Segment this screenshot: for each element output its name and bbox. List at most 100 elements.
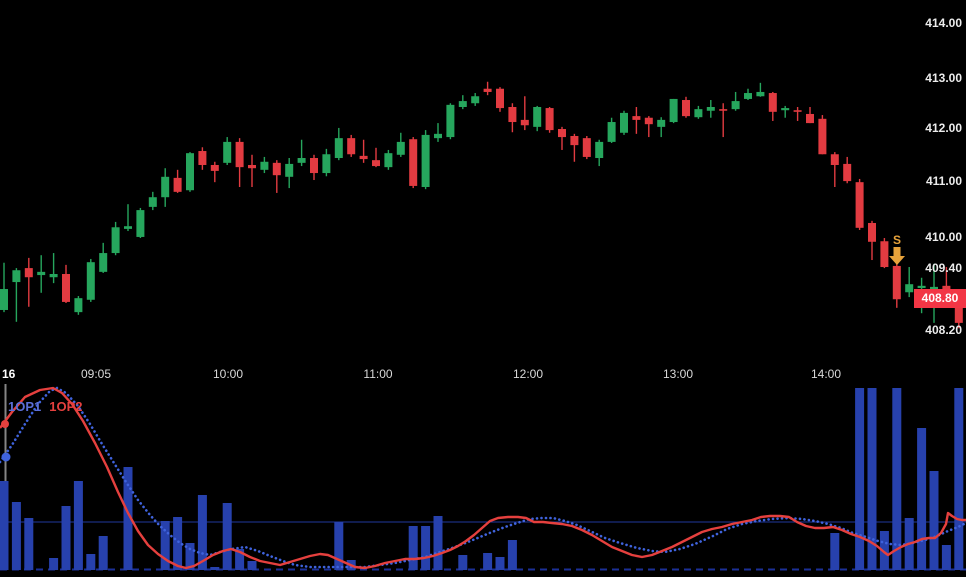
time-axis-label: 11:00 <box>363 367 393 381</box>
candle-body <box>855 182 864 228</box>
candle-body <box>421 134 430 188</box>
indicator-label-1op1[interactable]: 1OP1 <box>8 399 42 414</box>
candle-body <box>471 96 480 104</box>
candle-body <box>86 262 95 300</box>
candle-body <box>198 151 207 165</box>
candle-body <box>892 265 901 300</box>
histogram-bar <box>185 543 195 570</box>
candle-body <box>880 241 889 268</box>
histogram-bar <box>11 502 21 570</box>
candle-body <box>533 106 542 127</box>
indicator-lines <box>0 386 966 570</box>
histogram-bar <box>334 522 344 570</box>
candle-body <box>793 110 802 112</box>
price-axis-label: 411.00 <box>925 174 962 188</box>
histogram-bar <box>433 516 443 570</box>
candle-body <box>868 222 876 242</box>
candle-body <box>186 153 194 191</box>
price-axis-label: 410.00 <box>925 230 962 244</box>
candle-body <box>830 154 839 165</box>
candle-body <box>409 139 418 186</box>
candle-body <box>905 284 914 293</box>
candle-body <box>768 93 777 112</box>
candle-body <box>682 100 690 117</box>
histogram-bar <box>49 558 59 570</box>
candle-body <box>24 268 33 278</box>
candle-body <box>136 210 145 237</box>
candle-body <box>483 88 492 92</box>
histogram-bar <box>879 531 889 570</box>
time-axis[interactable]: 16 09:05 10:00 11:00 12:00 13:00 14:00 <box>0 366 966 384</box>
indicator-line-1op1 <box>0 386 966 570</box>
histogram-bar <box>235 549 245 570</box>
histogram-bar <box>408 526 418 570</box>
candle-body <box>49 274 58 278</box>
candle-body <box>582 138 591 157</box>
price-axis-label: 412.00 <box>925 121 962 135</box>
candle-body <box>74 298 83 313</box>
candle-body <box>62 274 70 302</box>
histogram-bar <box>892 388 902 570</box>
time-axis-label: 13:00 <box>662 367 694 381</box>
candle-body <box>545 108 554 131</box>
sell-arrow-stem <box>893 247 901 256</box>
time-axis-label: 09:05 <box>80 367 112 381</box>
time-axis-label: 12:00 <box>512 367 544 381</box>
last-price-badge: 408.80 <box>914 288 966 308</box>
candle-body <box>272 162 281 176</box>
candle-body <box>111 227 120 254</box>
candle-body <box>161 176 170 198</box>
candle-body <box>520 119 529 126</box>
histogram-bar <box>24 518 34 570</box>
indicator-legend: 1OP1 1OP2 <box>8 399 83 414</box>
candle-body <box>285 163 294 177</box>
candle-body <box>620 112 628 133</box>
candle-body <box>818 118 827 155</box>
candle-body <box>570 135 579 146</box>
candle-body <box>396 141 405 155</box>
histogram-bar <box>210 567 220 570</box>
candle-body <box>508 106 517 123</box>
price-axis-label: 408.20 <box>925 323 962 337</box>
candle-body <box>558 129 566 138</box>
candle-body <box>458 101 467 107</box>
price-axis[interactable]: 414.00 413.00 412.00 411.00 410.00 409.40 408.… <box>906 0 966 360</box>
histogram-bar <box>483 553 493 570</box>
candle-body <box>0 289 8 310</box>
candle-body <box>148 197 157 207</box>
histogram-bar <box>247 561 257 570</box>
candle-body <box>297 158 306 163</box>
histogram-bar <box>954 388 964 570</box>
histogram-bar <box>197 495 207 570</box>
histogram-bar <box>421 526 431 570</box>
histogram-bar <box>867 388 877 570</box>
price-axis-label: 413.00 <box>925 71 962 85</box>
candle-body <box>756 91 765 97</box>
indicator-label-1op2[interactable]: 1OP2 <box>49 399 83 414</box>
histogram-bar <box>0 481 9 570</box>
candle-body <box>384 153 393 168</box>
candle-body <box>669 98 678 123</box>
time-axis-label: 14:00 <box>810 367 842 381</box>
histogram-bar <box>123 467 133 570</box>
candle-body <box>260 161 269 170</box>
histogram-bar <box>929 471 939 570</box>
histogram-bar <box>173 517 183 570</box>
candle-body <box>954 305 963 323</box>
candlestick-series <box>0 81 963 329</box>
candle-body <box>719 109 728 111</box>
candle-body <box>657 119 666 127</box>
time-axis-label: 10:00 <box>212 367 244 381</box>
candle-body <box>334 138 343 159</box>
histogram-bar <box>73 481 83 570</box>
histogram-bar <box>86 554 96 570</box>
indicator-line-1op2-dotted <box>0 386 966 569</box>
time-axis-date-label: 16 <box>2 367 16 381</box>
candle-body <box>644 117 653 125</box>
histogram-bar <box>458 555 468 570</box>
candle-body <box>359 155 368 160</box>
candle-body <box>694 109 703 118</box>
histogram-bar <box>160 521 170 570</box>
candle-body <box>917 285 926 288</box>
